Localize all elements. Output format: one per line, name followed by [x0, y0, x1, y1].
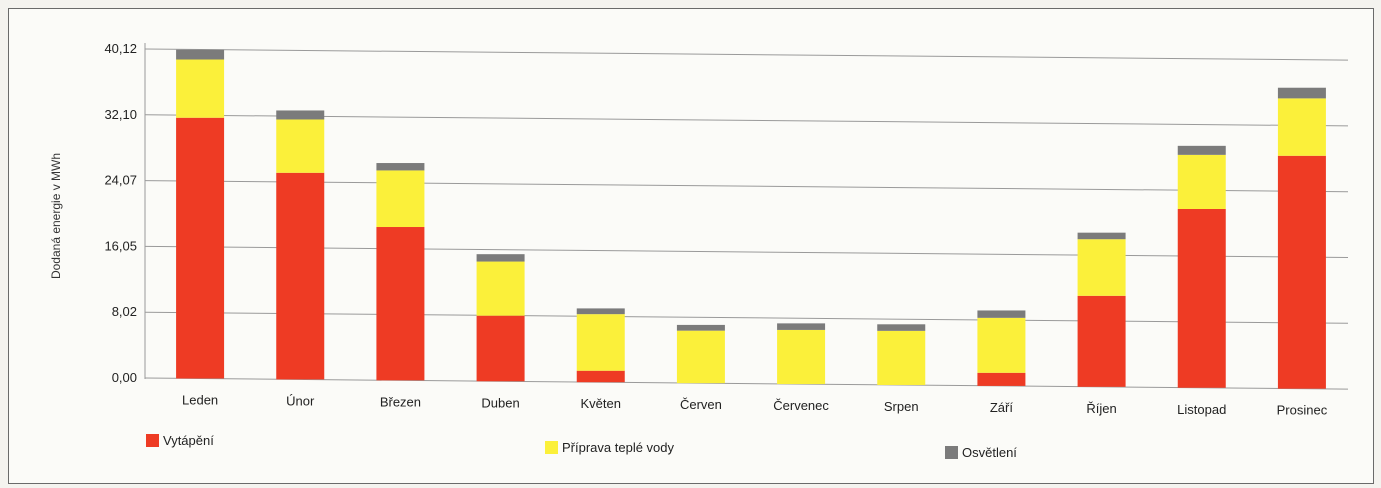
bar-segment-osvetleni: [777, 323, 826, 330]
x-tick-label: Duben: [481, 395, 519, 410]
x-tick-label: Březen: [380, 394, 421, 409]
bar-segment-vytapeni: [576, 370, 625, 383]
y-axis-label: Dodaná energie v MWh: [49, 153, 63, 279]
bar-segment-osvetleni: [676, 324, 725, 331]
x-tick-label: Prosinec: [1277, 403, 1328, 418]
x-tick-label: Srpen: [884, 399, 919, 414]
bar-segment-vytapeni: [1277, 155, 1326, 389]
gridlines: [144, 43, 1349, 390]
bar-segment-priprava: [977, 317, 1026, 373]
legend-label-osvetleni: Osvětlení: [962, 445, 1017, 460]
bar-segment-priprava: [1177, 154, 1226, 209]
gridline: [144, 114, 1349, 127]
x-tick-label: Únor: [286, 393, 315, 408]
x-tick-label: Červen: [680, 397, 722, 412]
bar-segment-osvetleni: [276, 110, 325, 120]
gridline: [144, 245, 1349, 259]
bar-segment-vytapeni: [1077, 295, 1126, 387]
bar-segment-vytapeni: [977, 372, 1026, 386]
y-tick-label: 8,02: [112, 304, 137, 319]
x-tick-label: Říjen: [1086, 401, 1116, 416]
x-tick-label: Leden: [182, 393, 218, 408]
bar-segment-osvetleni: [1077, 232, 1126, 240]
bar-segment-osvetleni: [1277, 87, 1326, 99]
x-tick-label: Listopad: [1177, 402, 1226, 417]
y-tick-label: 16,05: [104, 238, 137, 253]
legend-swatch-vytapeni: [146, 434, 159, 447]
legend-item-priprava: Příprava teplé vody: [545, 440, 674, 455]
y-tick-label: 32,10: [104, 107, 137, 122]
bar-segment-vytapeni: [376, 227, 425, 381]
bar-segment-vytapeni: [476, 315, 525, 382]
bar-segment-priprava: [1277, 98, 1326, 156]
y-tick-label: 40,12: [104, 41, 137, 56]
x-tick-label: Květen: [581, 396, 621, 411]
bar-segment-priprava: [276, 119, 325, 173]
bar-segment-vytapeni: [176, 117, 225, 379]
legend-label-priprava: Příprava teplé vody: [562, 440, 675, 455]
bar-segment-priprava: [476, 261, 525, 316]
bar-segment-priprava: [576, 314, 625, 371]
gridline: [144, 180, 1349, 193]
bar-segment-priprava: [877, 330, 926, 385]
bar-segment-vytapeni: [276, 172, 325, 380]
gridline: [144, 48, 1349, 61]
legend-swatch-priprava: [545, 441, 558, 454]
gridline: [144, 311, 1349, 324]
bars: [176, 49, 1326, 389]
bar-segment-osvetleni: [376, 163, 425, 171]
bar-segment-priprava: [376, 170, 425, 228]
y-tick-label: 24,07: [104, 173, 137, 188]
bar-segment-priprava: [777, 329, 826, 385]
bar-segment-osvetleni: [877, 324, 926, 331]
chart-frame: [8, 8, 1374, 484]
gridline: [144, 377, 1349, 390]
bar-segment-vytapeni: [1177, 208, 1226, 388]
legend-item-osvetleni: Osvětlení: [945, 445, 1017, 460]
bar-segment-priprava: [676, 330, 725, 384]
legend-item-vytapeni: Vytápění: [146, 433, 214, 448]
legend-label-vytapeni: Vytápění: [163, 433, 214, 448]
legend-swatch-osvetleni: [945, 446, 958, 459]
x-tick-label: Červenec: [773, 398, 829, 413]
x-tick-labels: Leden Únor Březen Duben Květen Červen Červenec…: [182, 393, 1328, 418]
bar-segment-priprava: [176, 59, 225, 118]
bar-segment-osvetleni: [977, 310, 1026, 318]
bar-segment-osvetleni: [476, 254, 525, 262]
y-tick-label: 0,00: [112, 370, 137, 385]
x-tick-label: Září: [990, 400, 1014, 415]
y-tick-labels: 0,00 8,02 16,05 24,07 32,10 40,12: [104, 41, 137, 385]
bar-segment-osvetleni: [576, 308, 625, 315]
bar-segment-osvetleni: [1177, 145, 1226, 155]
bar-segment-priprava: [1077, 239, 1126, 296]
bar-segment-osvetleni: [176, 49, 225, 60]
